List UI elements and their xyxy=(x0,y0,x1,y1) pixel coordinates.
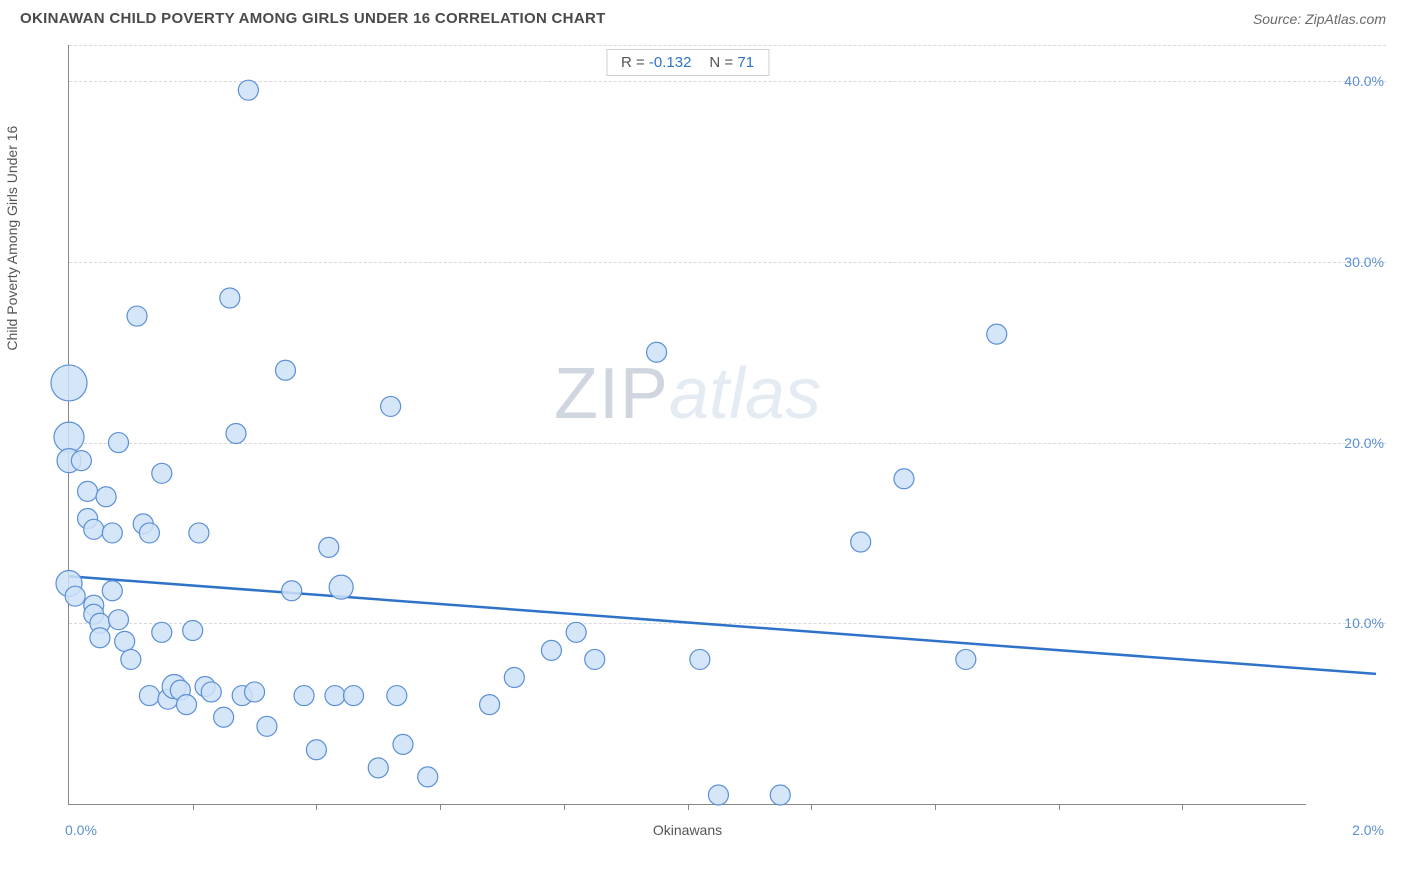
y-tick-label: 30.0% xyxy=(1344,254,1384,270)
y-tick-label: 20.0% xyxy=(1344,435,1384,451)
data-point xyxy=(504,668,524,688)
data-point xyxy=(480,695,500,715)
data-point xyxy=(84,519,104,539)
data-point xyxy=(71,451,91,471)
data-point xyxy=(381,396,401,416)
data-point xyxy=(294,686,314,706)
data-point xyxy=(102,581,122,601)
data-point xyxy=(121,649,141,669)
data-point xyxy=(115,631,135,651)
data-point xyxy=(226,424,246,444)
data-point xyxy=(127,306,147,326)
data-point xyxy=(585,649,605,669)
plot-area: R = -0.132 N = 71 ZIPatlas Okinawans 0.0… xyxy=(68,45,1306,805)
x-tick xyxy=(688,804,689,810)
data-point xyxy=(245,682,265,702)
x-tick xyxy=(1059,804,1060,810)
x-tick xyxy=(193,804,194,810)
data-point xyxy=(201,682,221,702)
scatter-plot-svg xyxy=(69,45,1306,804)
x-start-tick-label: 0.0% xyxy=(65,822,97,838)
chart-container: Child Poverty Among Girls Under 16 R = -… xyxy=(20,45,1386,865)
x-tick xyxy=(440,804,441,810)
data-point xyxy=(282,581,302,601)
source-label: Source: ZipAtlas.com xyxy=(1253,11,1386,27)
data-point xyxy=(275,360,295,380)
y-axis-label: Child Poverty Among Girls Under 16 xyxy=(4,126,20,351)
data-point xyxy=(152,463,172,483)
stat-r: R = -0.132 xyxy=(621,54,691,71)
x-tick xyxy=(564,804,565,810)
x-end-tick-label: 2.0% xyxy=(1352,822,1384,838)
x-tick xyxy=(811,804,812,810)
x-tick xyxy=(1182,804,1183,810)
x-tick xyxy=(316,804,317,810)
data-point xyxy=(257,716,277,736)
data-point xyxy=(152,622,172,642)
data-point xyxy=(78,481,98,501)
data-point xyxy=(368,758,388,778)
data-point xyxy=(329,575,353,599)
data-point xyxy=(238,80,258,100)
data-point xyxy=(851,532,871,552)
data-point xyxy=(319,537,339,557)
stat-n-value: 71 xyxy=(737,54,754,71)
data-point xyxy=(956,649,976,669)
data-point xyxy=(96,487,116,507)
stat-r-value: -0.132 xyxy=(649,54,692,71)
data-point xyxy=(90,628,110,648)
chart-title: OKINAWAN CHILD POVERTY AMONG GIRLS UNDER… xyxy=(20,10,606,27)
data-point xyxy=(108,610,128,630)
data-point xyxy=(189,523,209,543)
stat-r-label: R = xyxy=(621,54,645,71)
data-point xyxy=(418,767,438,787)
data-point xyxy=(220,288,240,308)
data-point xyxy=(894,469,914,489)
data-point xyxy=(214,707,234,727)
y-tick-label: 10.0% xyxy=(1344,615,1384,631)
data-point xyxy=(708,785,728,805)
x-axis-label: Okinawans xyxy=(653,822,722,838)
data-point xyxy=(541,640,561,660)
data-point xyxy=(306,740,326,760)
x-tick xyxy=(935,804,936,810)
data-point xyxy=(65,586,85,606)
data-point xyxy=(566,622,586,642)
data-point xyxy=(102,523,122,543)
data-point xyxy=(393,734,413,754)
data-point xyxy=(51,365,87,401)
y-tick-label: 40.0% xyxy=(1344,73,1384,89)
data-point xyxy=(183,621,203,641)
data-point xyxy=(177,695,197,715)
stat-n: N = 71 xyxy=(709,54,754,71)
trendline xyxy=(69,576,1376,674)
data-point xyxy=(54,422,84,452)
data-point xyxy=(344,686,364,706)
data-point xyxy=(690,649,710,669)
data-point xyxy=(325,686,345,706)
data-point xyxy=(139,686,159,706)
data-point xyxy=(108,433,128,453)
stat-n-label: N = xyxy=(709,54,733,71)
data-point xyxy=(647,342,667,362)
data-point xyxy=(770,785,790,805)
stats-box: R = -0.132 N = 71 xyxy=(606,49,769,76)
data-point xyxy=(387,686,407,706)
data-point xyxy=(987,324,1007,344)
data-point xyxy=(139,523,159,543)
